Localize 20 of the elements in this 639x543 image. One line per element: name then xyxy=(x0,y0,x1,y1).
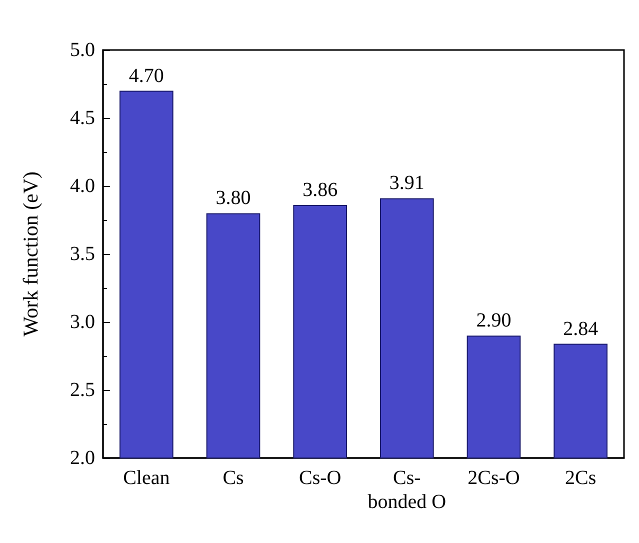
y-tick-label: 5.0 xyxy=(70,39,95,61)
data-label: 4.70 xyxy=(128,64,164,87)
x-tick-label: 2Cs-O xyxy=(468,467,520,489)
data-label: 2.84 xyxy=(563,318,598,340)
y-tick-label: 3.5 xyxy=(70,243,95,265)
y-tick-label: 2.0 xyxy=(70,447,95,469)
y-tick-label: 3.0 xyxy=(70,311,95,333)
x-tick-label: 2Cs xyxy=(565,467,596,489)
x-tick-label: Cs xyxy=(222,467,244,489)
data-label: 2.90 xyxy=(476,310,512,332)
data-label: 3.80 xyxy=(216,187,251,210)
data-label: 3.91 xyxy=(389,172,424,194)
x-tick-label: Clean xyxy=(123,467,170,489)
data-label: 3.86 xyxy=(302,179,338,202)
x-tick-label: Cs-O xyxy=(298,467,342,489)
y-tick-label: 4.5 xyxy=(70,107,95,129)
y-tick-label: 4.0 xyxy=(70,175,95,197)
y-tick-label: 2.5 xyxy=(70,379,95,401)
y-axis-title: Work function (eV) xyxy=(18,171,42,337)
x-tick-label: Cs- bonded O xyxy=(368,467,446,513)
